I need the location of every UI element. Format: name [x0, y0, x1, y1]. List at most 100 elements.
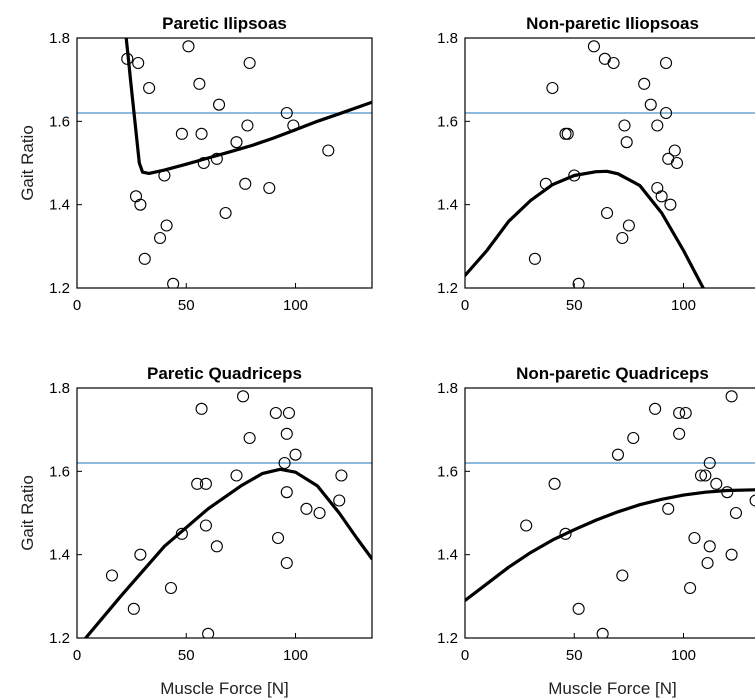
x-tick-label: 50: [178, 297, 195, 314]
y-tick-label: 1.8: [49, 380, 70, 397]
data-point: [210, 152, 223, 165]
data-point: [127, 602, 140, 615]
data-point: [182, 40, 195, 53]
x-tick-label: 50: [566, 297, 583, 314]
data-point: [197, 156, 210, 170]
fit-curve: [84, 467, 372, 638]
axes-frame: [76, 387, 373, 639]
x-tick-label: 100: [671, 647, 696, 664]
data-point: [710, 477, 723, 490]
data-point: [219, 206, 232, 220]
data-point: [668, 144, 681, 157]
data-point: [333, 494, 346, 507]
data-point: [627, 431, 640, 445]
y-tick-label: 1.4: [437, 197, 458, 214]
data-point: [282, 406, 296, 420]
data-point: [703, 456, 716, 470]
data-point: [673, 406, 686, 420]
data-point: [607, 56, 620, 70]
chart-panel-1: 1.2 1.4 1.6 1.8 0 50 100 Paretic Ilipsoas Gait R…: [18, 14, 373, 314]
y-tick-label: 1.2: [49, 630, 70, 647]
data-point: [199, 519, 212, 532]
data-point: [622, 219, 635, 232]
x-tick-label: 100: [283, 297, 308, 314]
data-point: [280, 106, 293, 120]
data-point: [616, 231, 629, 245]
data-point: [664, 198, 677, 211]
data-point: [520, 519, 533, 532]
y-tick-label: 1.4: [49, 197, 70, 214]
data-point: [659, 56, 673, 70]
x-axis-label: Muscle Force [N]: [548, 679, 676, 698]
data-point: [175, 127, 188, 140]
chart-panel-3: 1.2 1.4 1.6 1.8 0 50 100 Paretic Quadriceps Gait…: [18, 364, 373, 698]
data-point: [655, 190, 668, 203]
data-point: [528, 252, 541, 265]
x-tick-label: 50: [566, 647, 583, 664]
data-point: [199, 477, 212, 490]
data-point: [243, 56, 256, 70]
y-tick-label: 1.2: [437, 630, 458, 647]
data-point: [335, 469, 348, 482]
data-point: [659, 106, 673, 120]
data-point: [134, 198, 147, 211]
y-tick-label: 1.2: [49, 280, 70, 297]
chart-panel-2: 1.2 1.4 1.6 1.8 0 50 100 Non-paretic Iliopsoas: [437, 14, 755, 314]
data-point: [280, 556, 293, 570]
data-point: [191, 477, 204, 490]
x-axis-label: Muscle Force [N]: [160, 679, 288, 698]
x-tick-label: 0: [73, 647, 81, 664]
y-tick-label: 1.4: [49, 547, 70, 564]
data-point: [596, 627, 609, 638]
data-point: [616, 569, 629, 582]
data-point: [699, 469, 712, 482]
data-point: [175, 527, 188, 540]
data-point: [160, 219, 173, 232]
data-point: [210, 540, 223, 553]
data-point: [153, 231, 167, 245]
fit-curve: [465, 169, 705, 288]
data-point: [237, 390, 250, 403]
chart-title: Paretic Ilipsoas: [162, 14, 287, 33]
y-tick-label: 1.8: [437, 380, 458, 397]
data-point: [230, 136, 243, 149]
y-tick-label: 1.4: [437, 547, 458, 564]
y-tick-label: 1.6: [437, 463, 458, 480]
data-point: [202, 627, 215, 638]
axes-frame: [464, 387, 755, 639]
y-tick-label: 1.2: [437, 280, 458, 297]
data-point: [688, 531, 701, 545]
data-point: [300, 502, 313, 515]
x-tick-label: 100: [283, 647, 308, 664]
data-point: [195, 127, 208, 140]
data-point: [134, 548, 147, 561]
data-point: [132, 56, 145, 70]
fit-curve: [465, 488, 755, 603]
y-tick-label: 1.6: [437, 113, 458, 130]
axes-frame: [464, 37, 755, 289]
x-tick-label: 0: [461, 647, 469, 664]
data-point: [618, 119, 631, 132]
data-point: [280, 486, 293, 499]
data-point: [670, 156, 684, 170]
y-tick-label: 1.6: [49, 113, 70, 130]
data-point: [651, 181, 664, 195]
data-point: [598, 52, 611, 65]
x-tick-label: 50: [178, 647, 195, 664]
data-point: [684, 581, 697, 595]
data-point: [239, 177, 252, 190]
data-point: [703, 540, 716, 553]
data-point: [600, 206, 614, 220]
data-point: [289, 448, 302, 461]
data-point: [572, 602, 585, 615]
data-point: [572, 277, 585, 288]
data-point: [673, 427, 686, 440]
data-point: [195, 402, 208, 415]
data-point: [313, 506, 326, 520]
x-tick-label: 0: [73, 297, 81, 314]
y-tick-label: 1.8: [437, 30, 458, 47]
data-point: [694, 469, 708, 482]
data-point: [638, 77, 651, 90]
data-point: [611, 448, 625, 461]
